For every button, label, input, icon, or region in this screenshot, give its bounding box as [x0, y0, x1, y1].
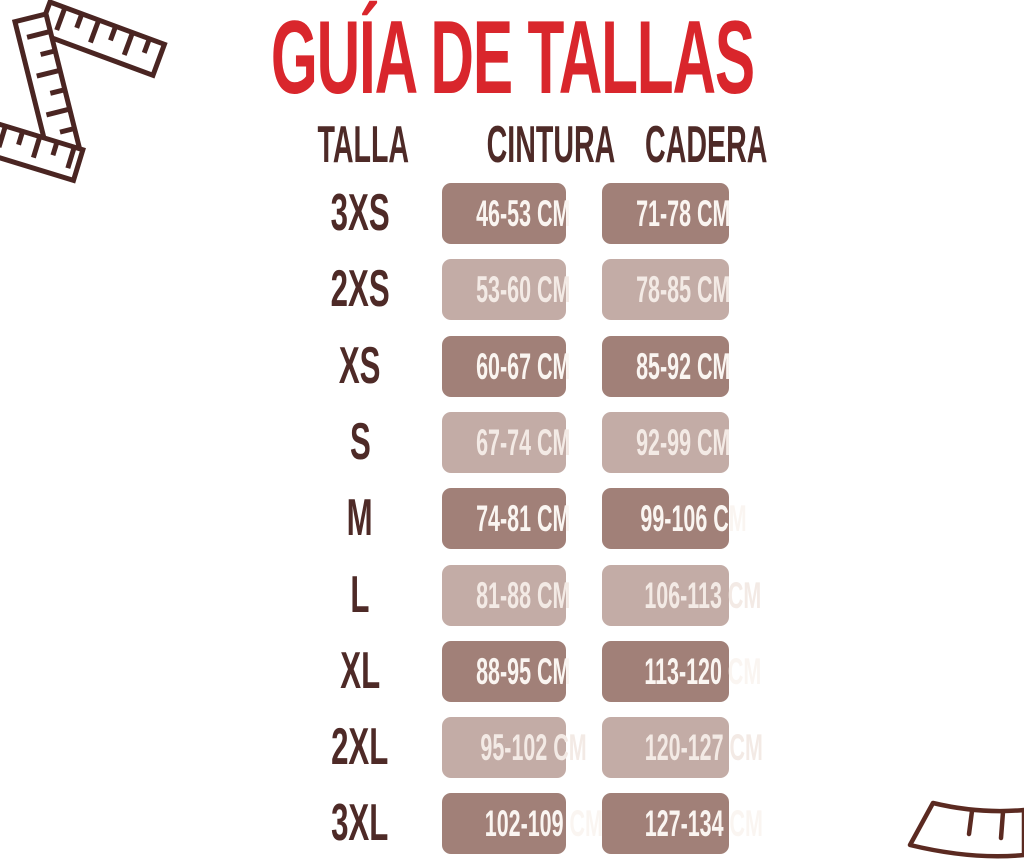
- measuring-tape-icon: [0, 0, 168, 184]
- cintura-cell: 60-67 CM: [442, 336, 570, 397]
- size-label: M: [346, 489, 373, 547]
- cintura-cell: 102-109 CM: [442, 793, 603, 854]
- table-row: L 81-88 CM 106-113 CM: [0, 565, 1024, 626]
- size-label: S: [349, 413, 371, 471]
- size-label: 2XS: [330, 260, 390, 318]
- cadera-cell: 71-78 CM: [602, 183, 730, 244]
- cintura-cell: 88-95 CM: [442, 641, 570, 702]
- size-label: L: [350, 566, 370, 624]
- cintura-cell: 81-88 CM: [442, 565, 570, 626]
- cintura-cell: 46-53 CM: [442, 183, 570, 244]
- table-row: 3XL 102-109 CM 127-134 CM: [0, 793, 1024, 854]
- table-row: XL 88-95 CM 113-120 CM: [0, 641, 1024, 702]
- column-header-talla: TALLA: [317, 116, 410, 174]
- size-label: XS: [339, 337, 381, 395]
- cintura-cell: 67-74 CM: [442, 412, 570, 473]
- cadera-cell: 106-113 CM: [602, 565, 761, 626]
- column-header-cintura: CINTURA: [486, 116, 616, 174]
- page-title: GUÍA DE TALLAS: [0, 6, 1024, 110]
- cadera-cell: 127-134 CM: [602, 793, 763, 854]
- cadera-cell: 120-127 CM: [602, 717, 763, 778]
- column-header-cadera: CADERA: [645, 116, 768, 174]
- table-row: XS 60-67 CM 85-92 CM: [0, 336, 1024, 397]
- table-row: 2XL 95-102 CM 120-127 CM: [0, 717, 1024, 778]
- size-label: 3XL: [331, 794, 389, 852]
- cadera-cell: 78-85 CM: [602, 259, 730, 320]
- size-label: XL: [340, 642, 380, 700]
- cadera-cell: 113-120 CM: [602, 641, 761, 702]
- table-row: M 74-81 CM 99-106 CM: [0, 488, 1024, 549]
- cadera-cell: 99-106 CM: [602, 488, 747, 549]
- cintura-cell: 95-102 CM: [442, 717, 587, 778]
- table-row: S 67-74 CM 92-99 CM: [0, 412, 1024, 473]
- page-title-text: GUÍA DE TALLAS: [270, 0, 754, 116]
- table-row: 2XS 53-60 CM 78-85 CM: [0, 259, 1024, 320]
- cadera-cell: 92-99 CM: [602, 412, 730, 473]
- table-row: 3XS 46-53 CM 71-78 CM: [0, 183, 1024, 244]
- cintura-cell: 53-60 CM: [442, 259, 570, 320]
- cadera-cell: 85-92 CM: [602, 336, 730, 397]
- size-label: 2XL: [331, 718, 389, 776]
- cintura-cell: 74-81 CM: [442, 488, 570, 549]
- size-label: 3XS: [330, 184, 390, 242]
